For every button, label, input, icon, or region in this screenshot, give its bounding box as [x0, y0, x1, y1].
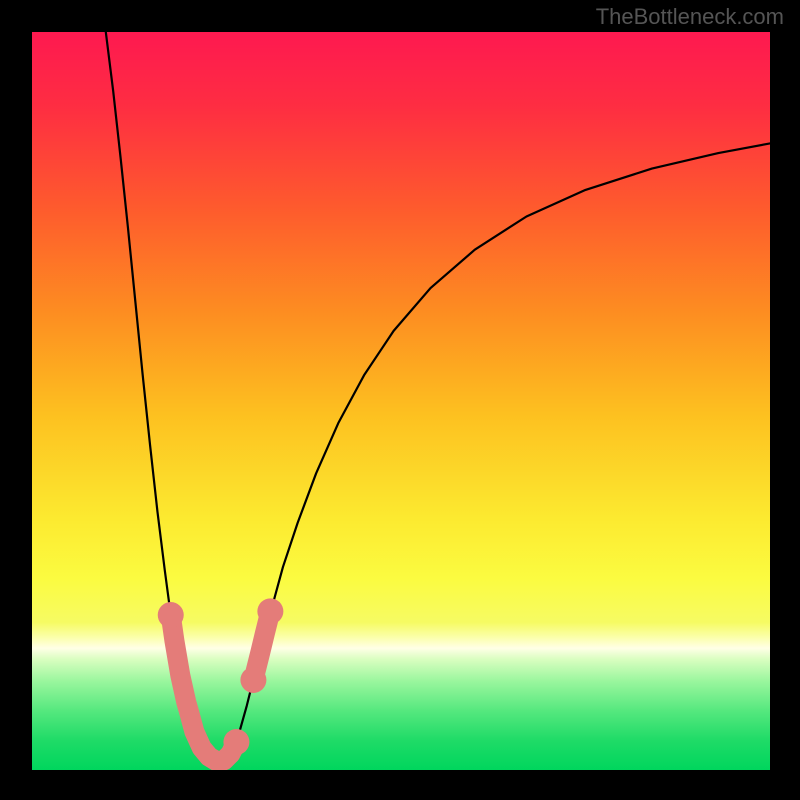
plot-background-gradient	[32, 32, 770, 770]
marker-dot	[240, 667, 266, 693]
marker-dot	[158, 602, 184, 628]
chart-root: TheBottleneck.com	[0, 0, 800, 800]
attribution-text: TheBottleneck.com	[596, 4, 784, 29]
marker-dot	[257, 598, 283, 624]
chart-svg: TheBottleneck.com	[0, 0, 800, 800]
marker-dot	[223, 729, 249, 755]
